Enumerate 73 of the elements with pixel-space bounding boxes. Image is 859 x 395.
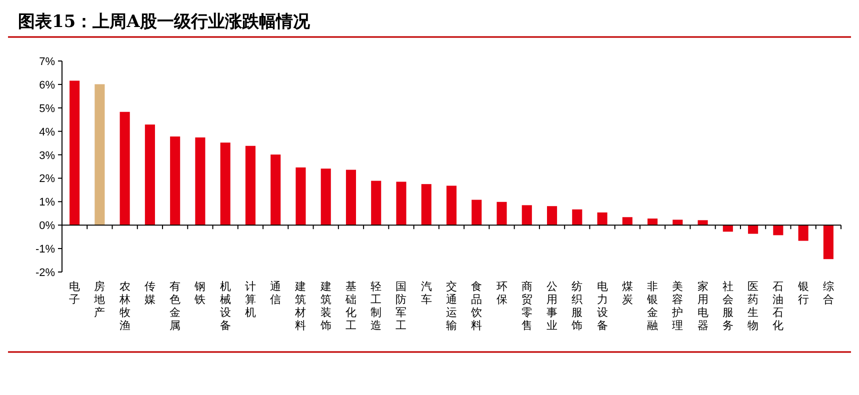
x-tick-label: 银行 [796, 280, 809, 306]
bar [798, 225, 808, 241]
x-tick-label: 环保 [496, 280, 508, 306]
bar [245, 146, 256, 226]
x-tick-label: 建筑材料 [294, 280, 306, 332]
x-tick-label: 建筑装饰 [319, 280, 332, 332]
x-tick-label: 国防军工 [396, 280, 407, 332]
bar [773, 225, 784, 236]
y-tick-label: -1% [35, 244, 56, 256]
y-tick-label: -2% [35, 267, 56, 279]
y-tick-label: 3% [39, 150, 56, 162]
bar [120, 112, 130, 226]
y-tick-label: 2% [39, 173, 56, 186]
x-tick-label: 基础化工 [344, 280, 356, 332]
x-tick-label: 非银金融 [646, 280, 658, 332]
bar [446, 186, 457, 226]
bar [70, 80, 80, 226]
x-tick-label: 钢铁 [194, 280, 206, 306]
bar [722, 225, 733, 232]
x-tick-label: 纺织服饰 [570, 280, 583, 332]
bar [546, 206, 558, 226]
bar [270, 154, 281, 226]
x-tick-label: 交通运输 [446, 280, 457, 332]
y-tick-label: 7% [39, 56, 56, 68]
x-tick-label: 通信 [270, 280, 282, 306]
bar [195, 137, 206, 226]
x-tick-label: 有色金属 [170, 280, 181, 332]
bar [421, 184, 432, 226]
bar [698, 220, 708, 226]
bar [296, 167, 306, 226]
bar [94, 84, 105, 226]
bar [472, 200, 482, 226]
x-tick-label: 美容护理 [671, 280, 684, 332]
x-tick-label: 轻工制造 [370, 280, 382, 332]
y-tick-label: 1% [39, 196, 56, 209]
bar [220, 142, 230, 226]
bar [371, 180, 382, 226]
bar [823, 225, 834, 260]
x-tick-label: 汽车 [420, 280, 432, 306]
bar [396, 182, 406, 226]
bar [622, 217, 632, 226]
x-tick-label: 电子 [69, 280, 80, 306]
bar [522, 205, 532, 226]
x-tick-label: 房地产 [93, 280, 106, 319]
bar [346, 170, 356, 226]
x-tick-label: 商贸零售 [521, 280, 532, 332]
x-tick-label: 电力设备 [596, 280, 608, 332]
y-tick-label: 6% [39, 79, 56, 92]
bar [648, 218, 658, 226]
x-tick-label: 医药生物 [748, 280, 759, 332]
bar [597, 212, 608, 226]
x-tick-label: 农林牧渔 [118, 280, 130, 332]
bar [748, 225, 758, 234]
y-tick-label: 0% [39, 220, 56, 232]
y-tick-label: 4% [39, 126, 56, 138]
x-tick-label: 计算机 [244, 280, 256, 319]
x-tick-label: 家用电器 [697, 280, 708, 332]
x-tick-label: 石油石化 [772, 280, 784, 332]
bar [496, 202, 507, 226]
x-tick-label: 公用事业 [546, 280, 558, 332]
x-tick-label: 煤炭 [622, 280, 633, 306]
x-tick-label: 传媒 [144, 280, 156, 306]
x-tick-label: 综合 [822, 280, 834, 306]
bar [672, 220, 683, 226]
x-tick-label: 食品饮料 [470, 280, 482, 332]
bar [170, 136, 180, 226]
bar [572, 209, 582, 226]
x-tick-label: 社会服务 [722, 280, 734, 332]
chart-title: 图表15：上周A股一级行业涨跌幅情况 [18, 12, 311, 32]
bar [144, 124, 155, 226]
bar [320, 168, 331, 226]
x-tick-label: 机械设备 [220, 280, 231, 332]
y-tick-label: 5% [39, 102, 56, 115]
